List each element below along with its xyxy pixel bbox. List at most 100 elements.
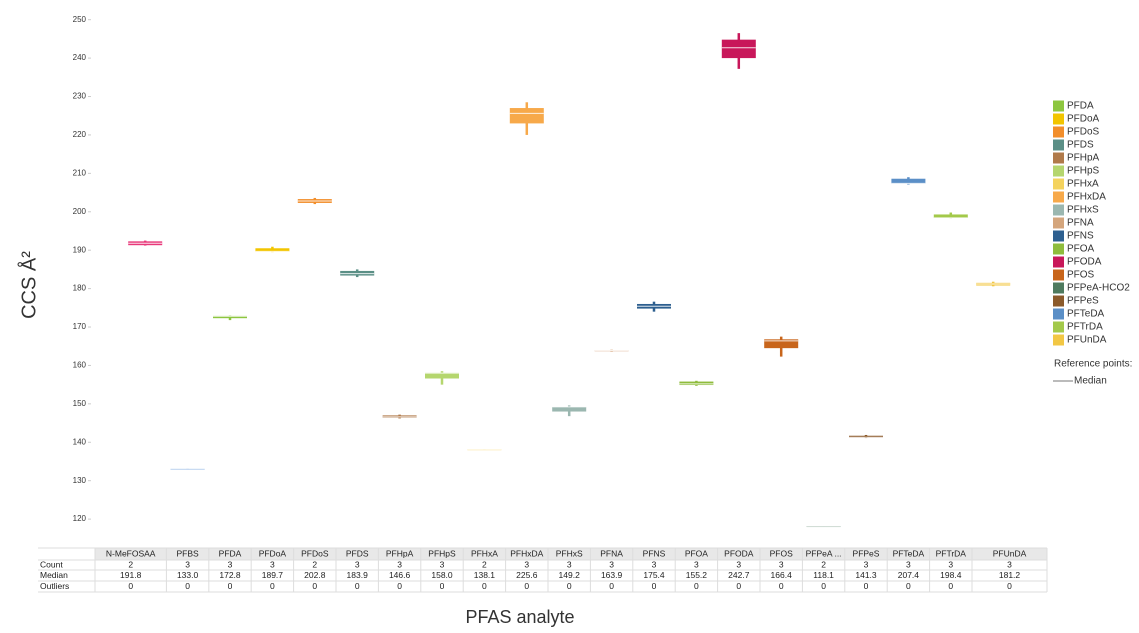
median-cell: 155.2 [686,570,708,580]
median-cell: 189.7 [262,570,284,580]
outliers-cell: 0 [779,581,784,591]
column-header: PFTeDA [893,548,925,558]
count-cell: 3 [355,559,360,569]
column-header: PFPeA ... [806,548,842,558]
median-cell: 242.7 [728,570,750,580]
y-tick-label: 210 [73,168,87,177]
y-tick-label: 120 [73,514,87,523]
legend-swatch [1053,282,1064,294]
y-tick-label: 200 [73,207,87,216]
legend-swatch [1053,334,1064,346]
median-cell: 138.1 [474,570,496,580]
median-cell: 225.6 [516,570,538,580]
outliers-cell: 0 [440,581,445,591]
outliers-cell: 0 [355,581,360,591]
y-tick-label: 230 [73,92,87,101]
median-cell: 133.0 [177,570,199,580]
outliers-cell: 0 [397,581,402,591]
legend-swatch [1053,321,1064,333]
outliers-cell: 0 [270,581,275,591]
column-header: PFDA [219,548,242,558]
legend-swatch [1053,139,1064,151]
box [679,381,714,386]
legend-swatch [1053,256,1064,268]
median-cell: 175.4 [643,570,665,580]
box [721,39,756,59]
legend-label: PFDoA [1067,114,1100,125]
legend-swatch [1053,230,1064,242]
column-header: PFDoS [301,548,329,558]
box [849,435,883,438]
count-cell: 3 [779,559,784,569]
median-cell: 172.8 [219,570,241,580]
count-cell: 2 [312,559,317,569]
median-cell: 163.9 [601,570,623,580]
box [213,315,247,319]
row-label: Outliers [40,581,69,591]
column-header: PFHpS [428,548,456,558]
outliers-cell: 0 [567,581,572,591]
outliers-cell: 0 [185,581,190,591]
count-cell: 2 [128,559,133,569]
column-header: PFODA [724,548,754,558]
box [255,248,290,252]
outliers-cell: 0 [312,581,317,591]
row-label: Median [40,570,68,580]
outliers-cell: 0 [228,581,233,591]
outliers-cell: 0 [482,581,487,591]
box [764,339,799,349]
legend-label: PFDA [1067,101,1094,112]
y-tick-label: 130 [73,476,87,485]
count-cell: 3 [1007,559,1012,569]
x-axis-label: PFAS analyte [465,607,574,627]
box [552,406,587,412]
column-header: PFNS [643,548,666,558]
legend-title: Reference points: [1054,359,1132,370]
legend-label: PFTeDA [1067,309,1105,320]
y-tick-label: 160 [73,361,87,370]
median-cell: 207.4 [898,570,920,580]
box [509,108,544,124]
legend-label: PFNS [1067,231,1094,242]
legend-label: PFNA [1067,218,1094,229]
outliers-cell: 0 [821,581,826,591]
legend-label: PFPeA-HCO2 [1067,283,1130,294]
outliers-cell: 0 [524,581,529,591]
count-cell: 3 [652,559,657,569]
outliers-cell: 0 [948,581,953,591]
count-cell: 2 [482,559,487,569]
column-header: PFHpA [386,548,414,558]
reference-label: Median [1074,376,1107,387]
legend-swatch [1053,269,1064,281]
legend-label: PFOS [1067,270,1095,281]
count-cell: 3 [270,559,275,569]
column-header: PFBS [176,548,199,558]
legend-label: PFTrDA [1067,322,1103,333]
median-cell: 191.8 [120,570,142,580]
column-header: PFHxDA [510,548,543,558]
box [891,178,926,184]
y-tick-label: 220 [73,130,87,139]
box [425,372,459,379]
y-tick-label: 140 [73,437,87,446]
column-header: PFHxS [556,548,583,558]
median-cell: 141.3 [855,570,877,580]
y-tick-label: 150 [73,399,87,408]
legend-label: PFUnDA [1067,335,1107,346]
legend-swatch [1053,113,1064,125]
median-cell: 146.6 [389,570,411,580]
legend-label: PFHxA [1067,179,1099,190]
box [933,214,968,218]
median-cell: 158.0 [431,570,453,580]
legend-swatch [1053,308,1064,320]
outliers-cell: 0 [652,581,657,591]
y-tick-label: 180 [73,284,87,293]
count-cell: 3 [694,559,699,569]
legend-swatch [1053,178,1064,190]
median-cell: 202.8 [304,570,326,580]
count-cell: 3 [397,559,402,569]
count-cell: 3 [524,559,529,569]
y-tick-label: 170 [73,322,87,331]
legend-swatch [1053,217,1064,229]
outliers-cell: 0 [128,581,133,591]
